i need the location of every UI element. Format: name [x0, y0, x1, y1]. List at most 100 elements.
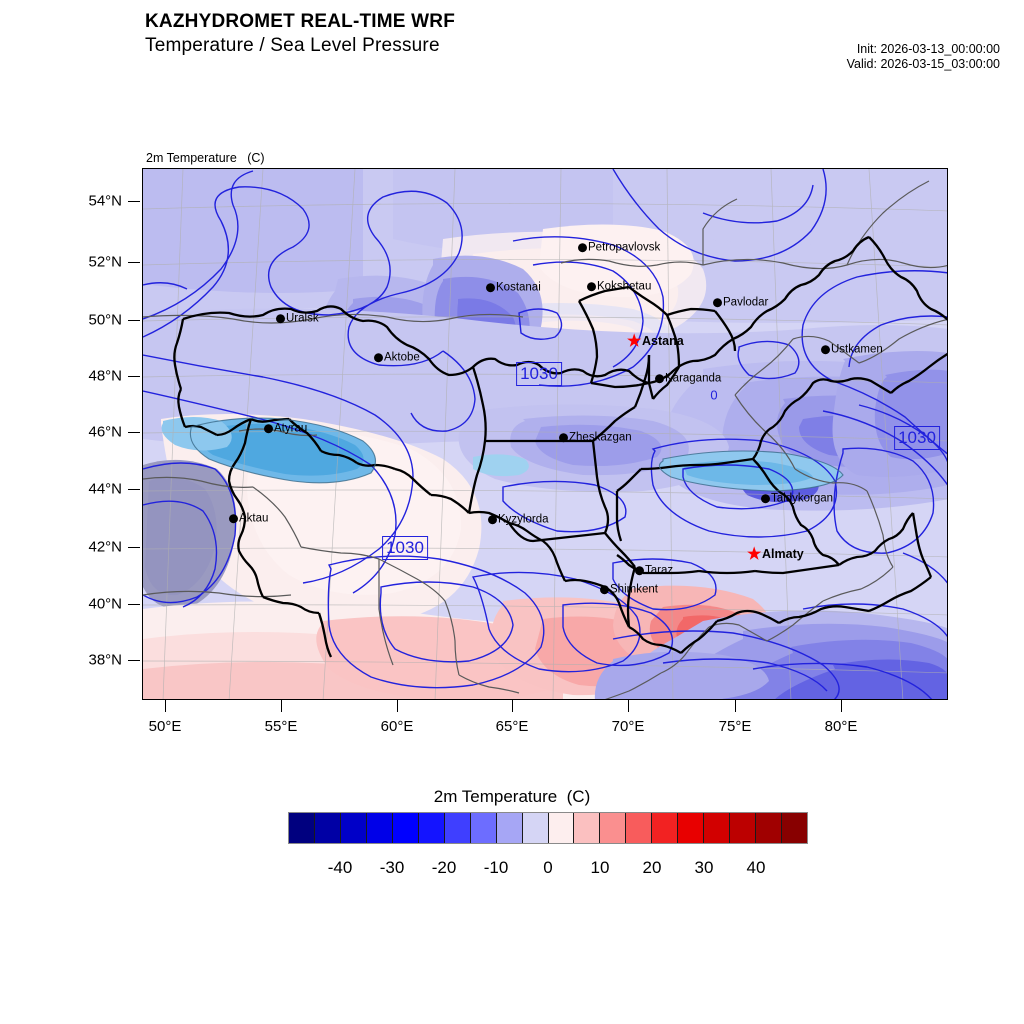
city-marker-zheskazgan[interactable]: Zheskazgan [559, 432, 632, 444]
city-marker-kokshetau[interactable]: Kokshetau [587, 281, 651, 293]
lon-tick-mark [281, 700, 282, 712]
capital-star-icon: ★ [747, 546, 762, 563]
colorbar-segment [522, 813, 549, 843]
city-label: Pavlodar [723, 296, 769, 309]
colorbar-segment [574, 813, 601, 843]
lon-tick-mark [841, 700, 842, 712]
lat-tick-label: 54°N [88, 192, 122, 210]
lat-tick-mark [128, 376, 140, 377]
city-marker-aktobe[interactable]: Aktobe [374, 352, 420, 364]
city-label: Aktau [239, 512, 269, 525]
lat-tick-mark [128, 547, 140, 548]
city-marker-almaty[interactable]: ★ Almaty [747, 546, 804, 563]
colorbar-segment [730, 813, 757, 843]
lon-tick-label: 60°E [380, 718, 414, 735]
city-label: Ustkamen [831, 343, 883, 356]
city-marker-pavlodar[interactable]: Pavlodar [713, 297, 768, 309]
isobar-label-1030: 1030 [382, 536, 428, 560]
colorbar-segment [756, 813, 783, 843]
colorbar-segment [470, 813, 497, 843]
city-marker-taldykorgan[interactable]: Taldykorgan [761, 493, 833, 505]
city-marker-petropavlovsk[interactable]: Petropavlovsk [578, 242, 660, 254]
lon-tick-label: 80°E [824, 718, 858, 735]
lon-tick-label: 65°E [495, 718, 529, 735]
colorbar-segment [418, 813, 445, 843]
lat-tick-label: 52°N [88, 253, 122, 271]
colorbar-segment [678, 813, 705, 843]
city-marker-astana[interactable]: ★ Astana [627, 333, 684, 350]
city-dot-icon [264, 424, 273, 434]
lat-tick-label: 46°N [88, 423, 122, 441]
lon-tick-mark [397, 700, 398, 712]
colorbar-segment [626, 813, 653, 843]
isobar-label-1030: 1030 [894, 426, 940, 450]
lat-tick-mark [128, 320, 140, 321]
colorbar-segment [314, 813, 341, 843]
lat-tick-mark [128, 660, 140, 661]
city-dot-icon [559, 433, 568, 443]
colorbar-tick-label: 0 [543, 858, 553, 877]
colorbar-tick-label: -30 [379, 858, 405, 877]
city-label: Karaganda [665, 372, 722, 385]
city-dot-icon [600, 585, 609, 595]
colorbar[interactable] [288, 812, 808, 844]
city-marker-karaganda[interactable]: Karaganda [655, 373, 721, 385]
city-label: Almaty [762, 547, 804, 562]
city-dot-icon [229, 514, 238, 524]
lat-tick-label: 42°N [88, 538, 122, 556]
colorbar-segment [392, 813, 419, 843]
lat-tick-label: 38°N [88, 651, 122, 669]
city-marker-taraz[interactable]: Taraz [635, 565, 673, 577]
lon-tick-mark [512, 700, 513, 712]
colorbar-segment [600, 813, 627, 843]
city-dot-icon [761, 494, 770, 504]
city-dot-icon [374, 353, 383, 363]
colorbar-segment [340, 813, 367, 843]
colorbar-segment [652, 813, 679, 843]
city-dot-icon [655, 374, 664, 384]
city-marker-uralsk[interactable]: Uralsk [276, 313, 319, 325]
colorbar-tick-label: 30 [694, 858, 714, 877]
init-time: Init: 2026-03-13_00:00:00 [856, 42, 1000, 56]
city-dot-icon [821, 345, 830, 355]
title-line-1: KAZHYDROMET REAL-TIME WRF [145, 11, 456, 32]
city-marker-atyrau[interactable]: Atyrau [264, 423, 307, 435]
valid-time: Valid: 2026-03-15_03:00:00 [846, 57, 1000, 71]
city-marker-ustkamen[interactable]: Ustkamen [821, 344, 883, 356]
city-dot-icon [587, 282, 596, 292]
model-run-times: Init: 2026-03-13_00:00:00 Valid: 2026-03… [847, 42, 1000, 72]
city-dot-icon [713, 298, 722, 308]
capital-star-icon: ★ [627, 333, 642, 350]
colorbar-segment [782, 813, 808, 843]
lat-tick-label: 44°N [88, 480, 122, 498]
colorbar-tick-label: -40 [327, 858, 353, 877]
colorbar-tick-label: -20 [431, 858, 457, 877]
lon-tick-label: 55°E [264, 718, 298, 735]
city-marker-aktau[interactable]: Aktau [229, 513, 268, 525]
lat-tick-label: 48°N [88, 367, 122, 385]
city-marker-kyzylorda[interactable]: Kyzylorda [488, 514, 549, 526]
weather-map-plot[interactable]: Petropavlovsk Kostanai Kokshetau Pavlodar Ur… [142, 168, 948, 700]
colorbar-title: 2m Temperature (C) [433, 787, 591, 806]
lon-tick-label: 70°E [611, 718, 645, 735]
city-label: Uralsk [286, 312, 319, 325]
colorbar-segment [289, 813, 315, 843]
colorbar-segment [496, 813, 523, 843]
colorbar-tick-label: 10 [590, 858, 610, 877]
city-dot-icon [488, 515, 497, 525]
colorbar-tick-label: 40 [746, 858, 766, 877]
lon-tick-mark [628, 700, 629, 712]
city-label: Taldykorgan [771, 492, 834, 505]
lat-tick-mark [128, 489, 140, 490]
city-label: Atyrau [274, 422, 308, 435]
lat-tick-mark [128, 201, 140, 202]
city-dot-icon [276, 314, 285, 324]
lat-tick-label: 50°N [88, 311, 122, 329]
page-title: KAZHYDROMET REAL-TIME WRF Temperature / … [145, 10, 455, 58]
lat-tick-label: 40°N [88, 595, 122, 613]
city-label: Taraz [645, 564, 674, 577]
city-label: Kokshetau [597, 280, 652, 293]
city-marker-shimkent[interactable]: Shimkent [600, 584, 658, 596]
city-label: Shimkent [610, 583, 658, 596]
city-marker-kostanai[interactable]: Kostanai [486, 282, 541, 294]
